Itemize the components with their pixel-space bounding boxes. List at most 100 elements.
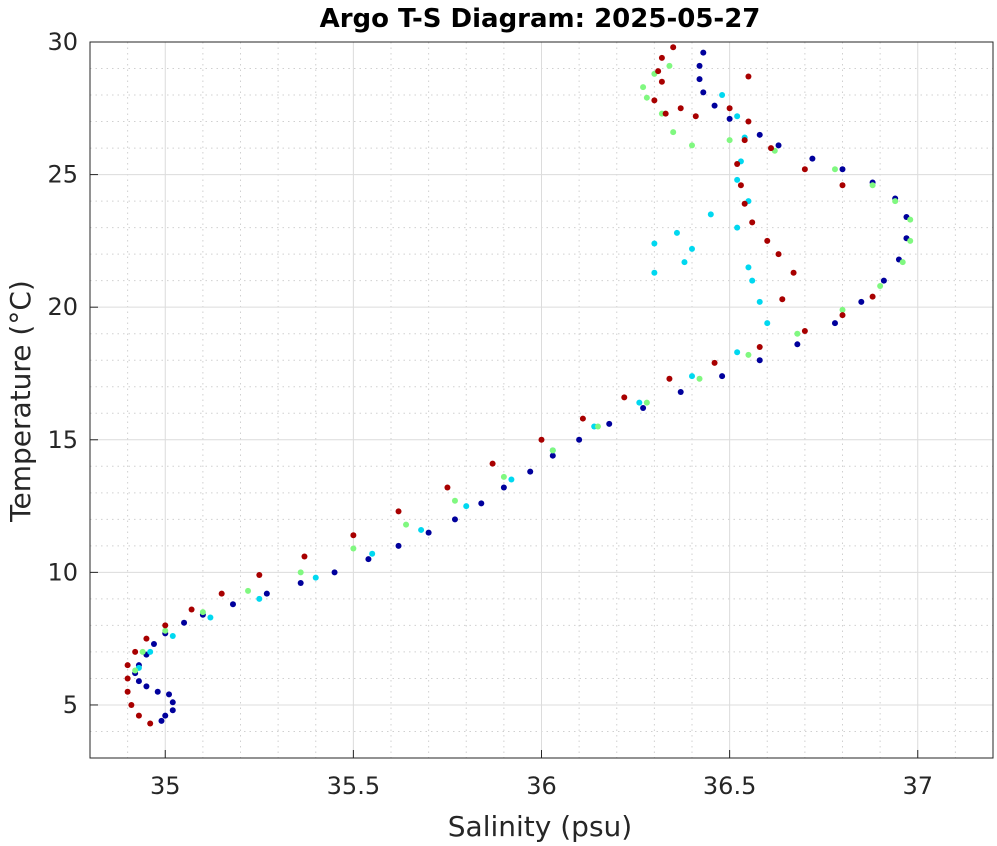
data-point bbox=[801, 328, 808, 335]
data-point bbox=[839, 306, 846, 313]
data-point bbox=[549, 452, 556, 459]
series-0 bbox=[132, 49, 910, 724]
data-point bbox=[880, 277, 887, 284]
data-point bbox=[734, 224, 741, 231]
data-point bbox=[256, 572, 263, 579]
data-point bbox=[538, 436, 545, 443]
data-point bbox=[741, 200, 748, 207]
data-point bbox=[500, 484, 507, 491]
data-point bbox=[132, 648, 139, 655]
data-point bbox=[666, 62, 673, 69]
data-point bbox=[229, 601, 236, 608]
data-point bbox=[128, 701, 135, 708]
data-point bbox=[779, 296, 786, 303]
data-point bbox=[606, 420, 613, 427]
x-axis-label: Salinity (psu) bbox=[448, 810, 632, 843]
data-point bbox=[135, 712, 142, 719]
data-point bbox=[726, 115, 733, 122]
data-point bbox=[218, 590, 225, 597]
data-point bbox=[892, 198, 899, 205]
data-point bbox=[673, 229, 680, 236]
data-point bbox=[801, 166, 808, 173]
data-point bbox=[794, 341, 801, 348]
data-point bbox=[869, 182, 876, 189]
data-point bbox=[734, 176, 741, 183]
x-tick-label: 36 bbox=[526, 772, 557, 800]
data-point bbox=[737, 182, 744, 189]
data-point bbox=[621, 394, 628, 401]
data-point bbox=[745, 73, 752, 80]
data-point bbox=[839, 182, 846, 189]
data-point bbox=[199, 609, 206, 616]
x-tick-label: 35.5 bbox=[327, 772, 380, 800]
data-point bbox=[188, 606, 195, 613]
data-point bbox=[245, 587, 252, 594]
data-point bbox=[500, 473, 507, 480]
chart-title: Argo T-S Diagram: 2025-05-27 bbox=[320, 4, 761, 34]
data-point bbox=[749, 277, 756, 284]
data-point bbox=[877, 282, 884, 289]
data-point bbox=[651, 240, 658, 247]
data-point bbox=[689, 142, 695, 149]
data-point bbox=[181, 619, 188, 626]
data-point bbox=[169, 707, 176, 714]
data-point bbox=[734, 160, 741, 167]
data-point bbox=[463, 503, 470, 510]
data-point bbox=[425, 529, 432, 536]
data-point bbox=[169, 633, 176, 640]
data-point bbox=[696, 76, 703, 83]
data-point bbox=[692, 113, 699, 120]
data-point bbox=[719, 373, 726, 380]
data-point bbox=[331, 569, 338, 576]
data-point bbox=[124, 688, 131, 695]
data-point bbox=[365, 556, 372, 563]
data-point bbox=[764, 237, 771, 244]
series-3 bbox=[124, 44, 876, 727]
data-point bbox=[579, 415, 586, 422]
data-point bbox=[719, 92, 726, 99]
data-point bbox=[143, 683, 150, 690]
data-point bbox=[158, 717, 165, 724]
data-point bbox=[741, 137, 748, 144]
data-point bbox=[745, 118, 752, 125]
data-point bbox=[403, 521, 410, 528]
data-point bbox=[162, 627, 169, 634]
y-tick-label: 5 bbox=[63, 691, 78, 719]
data-point bbox=[696, 375, 703, 382]
data-point bbox=[139, 648, 146, 655]
series-1 bbox=[135, 92, 771, 671]
data-point bbox=[689, 373, 695, 380]
data-point bbox=[726, 105, 733, 112]
data-point bbox=[670, 129, 677, 136]
data-point bbox=[700, 49, 707, 56]
data-point bbox=[489, 460, 496, 467]
y-tick-label: 10 bbox=[47, 558, 78, 586]
data-point bbox=[154, 688, 161, 695]
data-point bbox=[756, 298, 763, 305]
data-point bbox=[643, 399, 650, 406]
y-tick-label: 25 bbox=[47, 161, 78, 189]
data-point bbox=[301, 553, 308, 560]
y-tick-label: 20 bbox=[47, 293, 78, 321]
data-point bbox=[711, 359, 718, 366]
data-point bbox=[756, 131, 763, 138]
data-point bbox=[899, 259, 906, 266]
data-point bbox=[451, 516, 458, 523]
data-point bbox=[677, 105, 684, 112]
data-point bbox=[478, 500, 485, 507]
data-point bbox=[640, 404, 647, 411]
data-point bbox=[775, 142, 782, 149]
data-point bbox=[734, 349, 741, 356]
data-point bbox=[907, 216, 914, 223]
data-point bbox=[147, 720, 154, 727]
data-point bbox=[350, 545, 357, 552]
data-point bbox=[700, 89, 707, 96]
data-point bbox=[707, 211, 714, 218]
data-point bbox=[643, 94, 650, 101]
data-point bbox=[831, 320, 838, 327]
axis-ticks: 35 35.5 36 36.5 37 5 10 15 20 25 30 bbox=[47, 28, 933, 800]
data-point bbox=[689, 245, 695, 252]
data-point bbox=[749, 219, 756, 226]
data-point bbox=[527, 468, 534, 475]
